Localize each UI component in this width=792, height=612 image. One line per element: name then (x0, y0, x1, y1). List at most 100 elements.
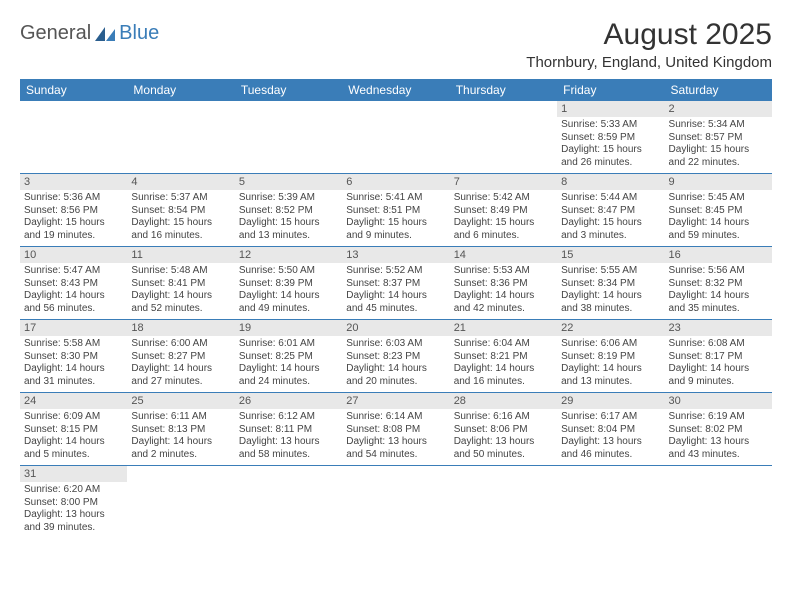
calendar-cell: 13Sunrise: 5:52 AMSunset: 8:37 PMDayligh… (342, 247, 449, 320)
day-number: 9 (665, 174, 772, 190)
day-number: 13 (342, 247, 449, 263)
sunset-text: Sunset: 8:08 PM (346, 424, 445, 437)
day-content: Sunrise: 6:12 AMSunset: 8:11 PMDaylight:… (235, 409, 342, 465)
daylight-text: Daylight: 14 hours and 38 minutes. (561, 290, 660, 315)
day-number (127, 466, 234, 482)
day-number: 5 (235, 174, 342, 190)
day-content: Sunrise: 5:33 AMSunset: 8:59 PMDaylight:… (557, 117, 664, 173)
sunrise-text: Sunrise: 5:53 AM (454, 265, 553, 278)
day-content: Sunrise: 5:45 AMSunset: 8:45 PMDaylight:… (665, 190, 772, 246)
day-number (665, 466, 772, 482)
day-number: 16 (665, 247, 772, 263)
calendar-week-row: 3Sunrise: 5:36 AMSunset: 8:56 PMDaylight… (20, 174, 772, 247)
sunrise-text: Sunrise: 6:12 AM (239, 411, 338, 424)
daylight-text: Daylight: 14 hours and 5 minutes. (24, 436, 123, 461)
day-number: 17 (20, 320, 127, 336)
sunrise-text: Sunrise: 6:19 AM (669, 411, 768, 424)
page-title: August 2025 (526, 18, 772, 52)
day-content: Sunrise: 6:14 AMSunset: 8:08 PMDaylight:… (342, 409, 449, 465)
day-header: Friday (557, 79, 664, 101)
day-number: 1 (557, 101, 664, 117)
sunset-text: Sunset: 8:27 PM (131, 351, 230, 364)
sunrise-text: Sunrise: 6:03 AM (346, 338, 445, 351)
sunset-text: Sunset: 8:04 PM (561, 424, 660, 437)
day-number: 12 (235, 247, 342, 263)
daylight-text: Daylight: 14 hours and 56 minutes. (24, 290, 123, 315)
sunrise-text: Sunrise: 5:50 AM (239, 265, 338, 278)
sunrise-text: Sunrise: 6:06 AM (561, 338, 660, 351)
sunset-text: Sunset: 8:37 PM (346, 278, 445, 291)
calendar-cell: 28Sunrise: 6:16 AMSunset: 8:06 PMDayligh… (450, 393, 557, 466)
day-content: Sunrise: 5:52 AMSunset: 8:37 PMDaylight:… (342, 263, 449, 319)
day-content: Sunrise: 5:56 AMSunset: 8:32 PMDaylight:… (665, 263, 772, 319)
sunrise-text: Sunrise: 5:42 AM (454, 192, 553, 205)
sunset-text: Sunset: 8:17 PM (669, 351, 768, 364)
daylight-text: Daylight: 14 hours and 24 minutes. (239, 363, 338, 388)
day-number (20, 101, 127, 117)
sunset-text: Sunset: 8:00 PM (24, 497, 123, 510)
calendar-cell: 9Sunrise: 5:45 AMSunset: 8:45 PMDaylight… (665, 174, 772, 247)
title-block: August 2025 Thornbury, England, United K… (526, 18, 772, 71)
calendar-cell: 27Sunrise: 6:14 AMSunset: 8:08 PMDayligh… (342, 393, 449, 466)
day-number: 31 (20, 466, 127, 482)
calendar-cell: 29Sunrise: 6:17 AMSunset: 8:04 PMDayligh… (557, 393, 664, 466)
day-content: Sunrise: 6:16 AMSunset: 8:06 PMDaylight:… (450, 409, 557, 465)
calendar-cell: 20Sunrise: 6:03 AMSunset: 8:23 PMDayligh… (342, 320, 449, 393)
sunset-text: Sunset: 8:02 PM (669, 424, 768, 437)
sunrise-text: Sunrise: 6:17 AM (561, 411, 660, 424)
calendar-cell: 3Sunrise: 5:36 AMSunset: 8:56 PMDaylight… (20, 174, 127, 247)
sunrise-text: Sunrise: 6:20 AM (24, 484, 123, 497)
sail-icon (95, 27, 117, 41)
calendar-header-row: SundayMondayTuesdayWednesdayThursdayFrid… (20, 79, 772, 101)
daylight-text: Daylight: 14 hours and 2 minutes. (131, 436, 230, 461)
day-number (450, 466, 557, 482)
sunset-text: Sunset: 8:34 PM (561, 278, 660, 291)
day-number (450, 101, 557, 117)
day-number (127, 101, 234, 117)
daylight-text: Daylight: 14 hours and 35 minutes. (669, 290, 768, 315)
sunrise-text: Sunrise: 6:01 AM (239, 338, 338, 351)
day-number (235, 101, 342, 117)
calendar-cell: 19Sunrise: 6:01 AMSunset: 8:25 PMDayligh… (235, 320, 342, 393)
day-number: 3 (20, 174, 127, 190)
sunset-text: Sunset: 8:25 PM (239, 351, 338, 364)
day-content: Sunrise: 6:20 AMSunset: 8:00 PMDaylight:… (20, 482, 127, 538)
sunrise-text: Sunrise: 6:08 AM (669, 338, 768, 351)
sunset-text: Sunset: 8:06 PM (454, 424, 553, 437)
calendar-cell: 8Sunrise: 5:44 AMSunset: 8:47 PMDaylight… (557, 174, 664, 247)
sunrise-text: Sunrise: 5:47 AM (24, 265, 123, 278)
sunrise-text: Sunrise: 6:00 AM (131, 338, 230, 351)
day-content: Sunrise: 5:55 AMSunset: 8:34 PMDaylight:… (557, 263, 664, 319)
day-content: Sunrise: 5:50 AMSunset: 8:39 PMDaylight:… (235, 263, 342, 319)
daylight-text: Daylight: 13 hours and 50 minutes. (454, 436, 553, 461)
daylight-text: Daylight: 14 hours and 59 minutes. (669, 217, 768, 242)
daylight-text: Daylight: 15 hours and 16 minutes. (131, 217, 230, 242)
day-content: Sunrise: 5:47 AMSunset: 8:43 PMDaylight:… (20, 263, 127, 319)
daylight-text: Daylight: 14 hours and 45 minutes. (346, 290, 445, 315)
day-number: 30 (665, 393, 772, 409)
calendar-cell: 7Sunrise: 5:42 AMSunset: 8:49 PMDaylight… (450, 174, 557, 247)
day-number: 18 (127, 320, 234, 336)
day-content: Sunrise: 6:11 AMSunset: 8:13 PMDaylight:… (127, 409, 234, 465)
daylight-text: Daylight: 14 hours and 13 minutes. (561, 363, 660, 388)
sunrise-text: Sunrise: 6:11 AM (131, 411, 230, 424)
day-header: Wednesday (342, 79, 449, 101)
day-number: 27 (342, 393, 449, 409)
day-content: Sunrise: 6:09 AMSunset: 8:15 PMDaylight:… (20, 409, 127, 465)
day-content: Sunrise: 5:58 AMSunset: 8:30 PMDaylight:… (20, 336, 127, 392)
day-number: 21 (450, 320, 557, 336)
sunset-text: Sunset: 8:39 PM (239, 278, 338, 291)
day-number: 26 (235, 393, 342, 409)
logo-text-general: General (20, 22, 91, 45)
daylight-text: Daylight: 14 hours and 27 minutes. (131, 363, 230, 388)
sunset-text: Sunset: 8:51 PM (346, 205, 445, 218)
daylight-text: Daylight: 15 hours and 19 minutes. (24, 217, 123, 242)
sunrise-text: Sunrise: 5:48 AM (131, 265, 230, 278)
calendar-cell: 11Sunrise: 5:48 AMSunset: 8:41 PMDayligh… (127, 247, 234, 320)
calendar-cell: 15Sunrise: 5:55 AMSunset: 8:34 PMDayligh… (557, 247, 664, 320)
sunset-text: Sunset: 8:41 PM (131, 278, 230, 291)
day-content: Sunrise: 5:53 AMSunset: 8:36 PMDaylight:… (450, 263, 557, 319)
day-content: Sunrise: 5:42 AMSunset: 8:49 PMDaylight:… (450, 190, 557, 246)
sunset-text: Sunset: 8:11 PM (239, 424, 338, 437)
sunset-text: Sunset: 8:54 PM (131, 205, 230, 218)
